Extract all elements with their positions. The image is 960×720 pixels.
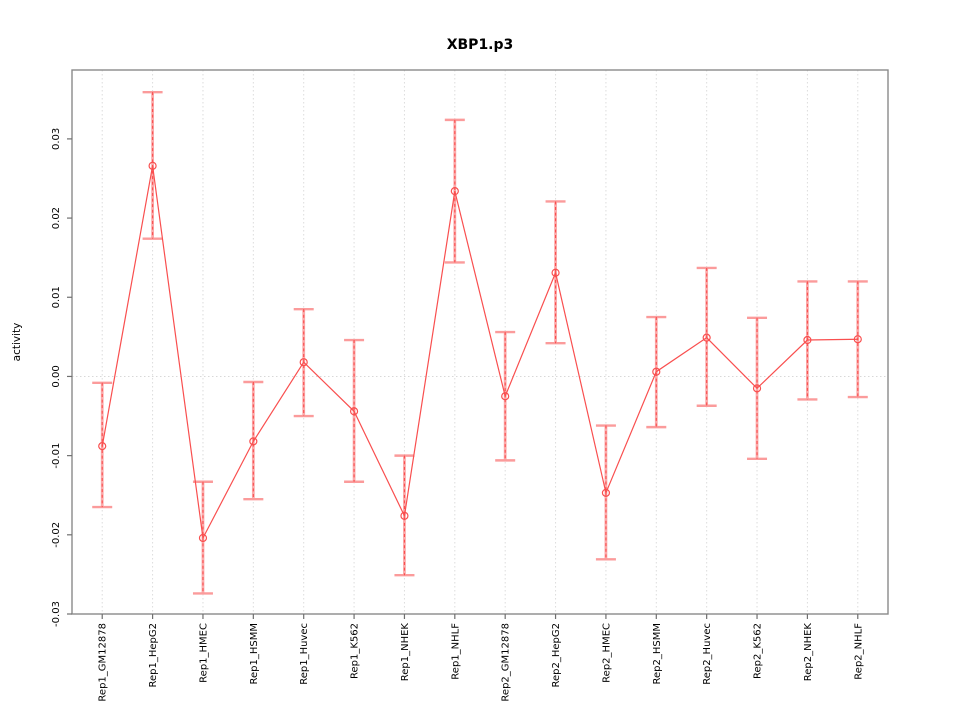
x-tick-label: Rep2_HepG2 [551, 623, 562, 688]
y-axis-label: activity [11, 322, 23, 362]
x-tick-label: Rep1_NHLF [450, 623, 461, 680]
plot-box [71, 69, 889, 615]
y-tick-label: -0.01 [51, 443, 62, 469]
x-tick-label: Rep1_HepG2 [148, 623, 159, 688]
data-point [752, 384, 762, 393]
data-point [450, 187, 459, 196]
data-point [803, 335, 812, 345]
data-point [198, 533, 208, 543]
x-tick-label: Rep2_NHLF [853, 623, 864, 680]
x-tick-label: Rep2_GM12878 [501, 623, 512, 702]
data-point [702, 333, 711, 342]
y-tick-label: -0.02 [51, 522, 62, 548]
x-tick-label: Rep1_HMEC [198, 623, 209, 683]
x-tick-label: Rep1_NHEK [400, 623, 411, 682]
data-point [400, 511, 409, 520]
x-tick-label: Rep1_K562 [350, 623, 361, 679]
data-point [98, 442, 107, 451]
data-point [501, 392, 510, 401]
data-point [551, 268, 560, 277]
y-tick-label: 0.00 [51, 365, 62, 387]
x-tick-label: Rep2_Huvec [702, 623, 713, 685]
data-point [652, 367, 661, 376]
x-tick-label: Rep1_GM12878 [98, 623, 109, 702]
chart-title: XBP1.p3 [446, 37, 514, 53]
x-tick-label: Rep2_HSMM [652, 623, 663, 684]
data-point [853, 335, 862, 344]
x-tick-label: Rep1_HSMM [249, 623, 260, 684]
x-tick-label: Rep2_K562 [753, 623, 764, 679]
y-tick-label: 0.01 [51, 286, 62, 308]
x-tick-label: Rep1_Huvec [299, 623, 310, 685]
y-tick-label: 0.02 [51, 207, 62, 229]
data-point [148, 161, 157, 170]
data-point [299, 358, 308, 367]
y-tick-label: -0.03 [51, 601, 62, 627]
x-tick-label: Rep2_NHEK [803, 623, 814, 682]
data-point [249, 437, 258, 446]
series-line [101, 165, 858, 540]
data-point [349, 407, 359, 416]
data-point [601, 488, 611, 497]
y-tick-label: 0.03 [51, 128, 62, 150]
x-tick-label: Rep2_HMEC [601, 623, 612, 683]
